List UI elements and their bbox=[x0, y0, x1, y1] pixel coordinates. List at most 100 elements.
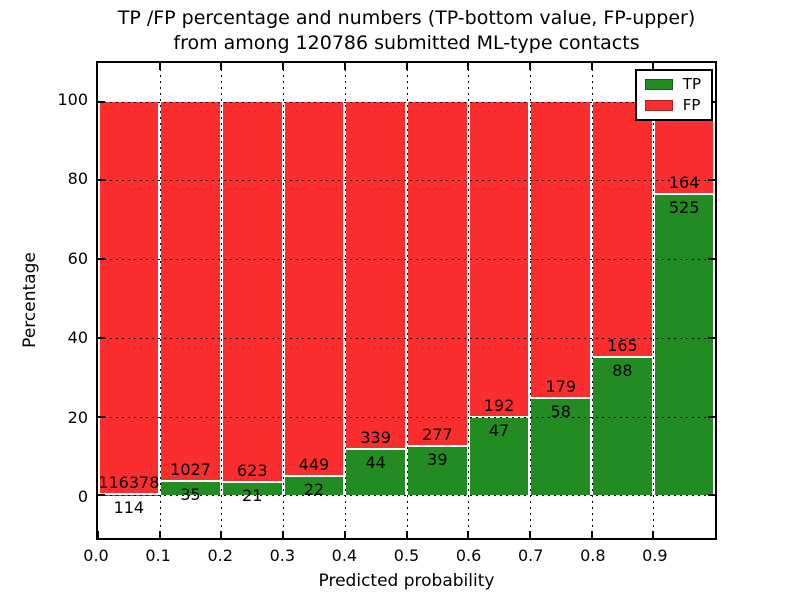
chart-title: TP /FP percentage and numbers (TP-bottom… bbox=[96, 6, 717, 56]
fp-swatch bbox=[644, 100, 673, 111]
x-tick-mark bbox=[343, 531, 346, 538]
horizontal-gridline bbox=[98, 101, 715, 103]
y-tick-mark bbox=[708, 415, 715, 418]
x-tick-mark bbox=[467, 531, 470, 538]
x-tick-label: 0.9 bbox=[642, 546, 668, 565]
tp-bar-segment bbox=[654, 195, 714, 496]
y-tick-label: 60 bbox=[67, 248, 88, 268]
horizontal-gridline bbox=[98, 495, 715, 497]
legend: TP FP bbox=[634, 69, 713, 121]
x-tick-label: 0.8 bbox=[580, 546, 606, 565]
x-tick-label: 0.5 bbox=[393, 546, 420, 565]
fp-count-label: 1027 bbox=[170, 460, 211, 480]
horizontal-gridline bbox=[98, 180, 715, 182]
fp-bar-segment bbox=[99, 101, 159, 494]
tp-bar-segment bbox=[593, 358, 652, 496]
fp-count-label: 192 bbox=[483, 396, 515, 415]
x-tick-label: 0.4 bbox=[331, 546, 358, 565]
tp-bar-segment bbox=[531, 399, 591, 496]
plot-area: TP FP 116378 114 1027 35 623 21 449 22 339 44 277 3… bbox=[96, 61, 717, 540]
vertical-gridline bbox=[468, 63, 470, 538]
y-axis-tick-labels: 0 20 40 60 80 100 bbox=[38, 61, 88, 540]
y-tick-label: 100 bbox=[57, 89, 88, 109]
tp-bar-segment bbox=[222, 482, 282, 496]
x-axis-label: Predicted probability bbox=[318, 571, 495, 591]
vertical-gridline bbox=[221, 63, 223, 538]
x-tick-mark bbox=[220, 531, 223, 538]
x-tick-label: 0.6 bbox=[455, 546, 482, 565]
fp-bar-segment bbox=[469, 101, 529, 416]
tp-count-label: 114 bbox=[113, 498, 145, 518]
vertical-gridline bbox=[591, 63, 593, 538]
y-tick-mark bbox=[708, 179, 715, 182]
horizontal-gridline bbox=[98, 416, 715, 418]
tp-legend-label: TP bbox=[682, 75, 701, 93]
chart-title-line1: TP /FP percentage and numbers (TP-bottom… bbox=[117, 7, 696, 29]
fp-count-label: 277 bbox=[422, 424, 453, 444]
fp-count-label: 449 bbox=[298, 455, 330, 475]
x-tick-mark bbox=[652, 63, 655, 70]
fp-count-label: 179 bbox=[545, 377, 576, 397]
x-tick-mark bbox=[405, 531, 408, 538]
tp-count-label: 35 bbox=[180, 485, 201, 505]
fp-bar-segment bbox=[346, 101, 405, 449]
y-tick-mark bbox=[98, 258, 105, 261]
tp-count-label: 21 bbox=[242, 485, 263, 505]
fp-count-label: 339 bbox=[360, 428, 391, 448]
y-tick-mark bbox=[98, 415, 105, 418]
tp-count-label: 44 bbox=[365, 453, 386, 473]
y-tick-mark bbox=[98, 179, 105, 182]
fp-bar-segment bbox=[531, 101, 591, 398]
x-tick-mark bbox=[97, 531, 99, 538]
x-axis-tick-labels: 0.0 0.1 0.2 0.3 0.4 0.5 0.6 0.7 0.8 0.9 bbox=[83, 546, 717, 566]
x-tick-mark bbox=[158, 63, 161, 70]
y-tick-label: 40 bbox=[67, 328, 88, 348]
fp-count-label: 165 bbox=[607, 336, 638, 356]
tp-count-label: 525 bbox=[668, 198, 700, 218]
y-tick-label: 0 bbox=[77, 487, 88, 507]
x-tick-label: 0.7 bbox=[517, 546, 544, 565]
x-tick-mark bbox=[405, 63, 408, 70]
x-tick-mark bbox=[590, 531, 593, 538]
fp-bar-segment bbox=[222, 101, 282, 481]
x-tick-mark bbox=[282, 531, 285, 538]
x-tick-label: 0.3 bbox=[269, 546, 296, 565]
tp-bar-segment bbox=[346, 450, 405, 496]
fp-bar-segment bbox=[408, 101, 467, 445]
x-tick-label: 0.1 bbox=[145, 546, 171, 565]
x-tick-mark bbox=[220, 63, 223, 70]
y-tick-mark bbox=[708, 494, 715, 497]
x-tick-mark bbox=[528, 63, 531, 70]
tp-count-label: 22 bbox=[303, 480, 325, 500]
fp-legend-label: FP bbox=[682, 96, 701, 114]
fp-bar-segment bbox=[593, 101, 652, 357]
y-tick-mark bbox=[708, 336, 715, 339]
x-tick-mark bbox=[528, 531, 531, 538]
tp-bar-segment bbox=[408, 446, 467, 496]
tp-bar-segment bbox=[284, 477, 344, 496]
tp-count-label: 39 bbox=[427, 449, 448, 469]
tp-swatch bbox=[644, 79, 673, 90]
legend-item-fp: FP bbox=[644, 96, 701, 114]
vertical-gridline bbox=[283, 63, 285, 538]
x-tick-mark bbox=[158, 531, 161, 538]
x-tick-mark bbox=[652, 531, 655, 538]
fp-count-label: 623 bbox=[236, 460, 268, 480]
tp-bar-segment bbox=[469, 418, 529, 496]
fp-count-label: 116378 bbox=[98, 473, 160, 493]
x-tick-label: 0.2 bbox=[207, 546, 233, 565]
tp-count-label: 47 bbox=[488, 421, 510, 440]
horizontal-gridline bbox=[98, 337, 715, 339]
legend-item-tp: TP bbox=[644, 75, 701, 93]
y-tick-label: 20 bbox=[67, 407, 88, 427]
tp-count-label: 88 bbox=[612, 361, 633, 381]
y-tick-mark bbox=[98, 494, 105, 497]
x-tick-mark bbox=[467, 63, 470, 70]
fp-bar-segment bbox=[161, 101, 220, 481]
horizontal-gridline bbox=[98, 259, 715, 261]
x-tick-mark bbox=[343, 63, 346, 70]
y-tick-mark bbox=[98, 100, 105, 103]
vertical-gridline bbox=[653, 63, 655, 538]
y-tick-mark bbox=[708, 258, 715, 261]
